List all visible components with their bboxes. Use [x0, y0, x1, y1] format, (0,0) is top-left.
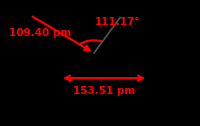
Text: 111.17°: 111.17° — [95, 17, 141, 27]
Text: 153.51 pm: 153.51 pm — [73, 86, 135, 96]
Text: 109.40 pm: 109.40 pm — [9, 28, 71, 38]
